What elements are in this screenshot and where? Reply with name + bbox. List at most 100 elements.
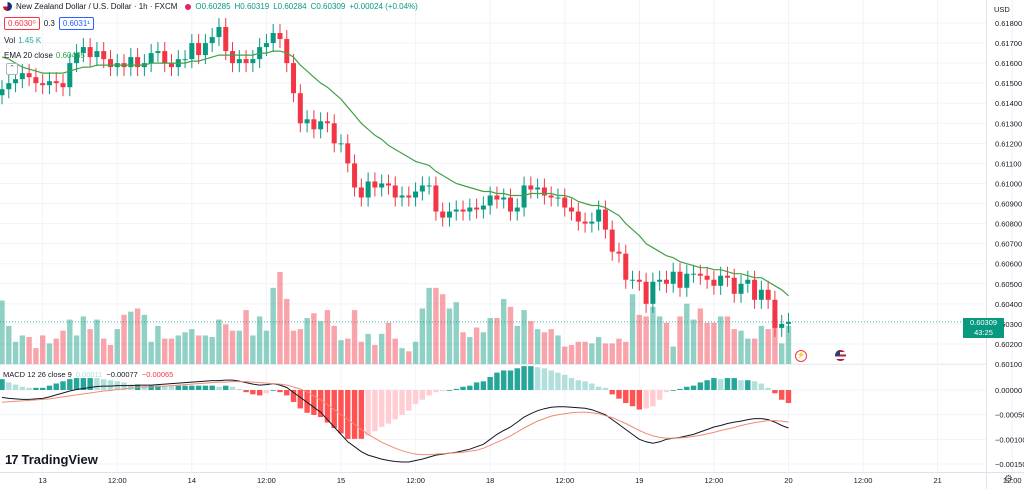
ema-legend[interactable]: EMA 20 close 0.60435 bbox=[4, 51, 85, 60]
candle-body bbox=[650, 281, 656, 304]
candle-body bbox=[582, 221, 588, 224]
volume-bar bbox=[738, 330, 744, 364]
candle-body bbox=[562, 197, 568, 208]
volume-bar bbox=[290, 330, 297, 364]
candle-body bbox=[555, 197, 561, 199]
volume-bar bbox=[643, 316, 649, 364]
volume-bar bbox=[277, 272, 283, 364]
time-tick-label: 21 bbox=[933, 476, 941, 485]
candle-body bbox=[501, 197, 507, 200]
volume-bar bbox=[26, 337, 32, 364]
volume-bar bbox=[12, 341, 19, 364]
volume-bar bbox=[406, 351, 412, 364]
macd-histogram-bar bbox=[772, 390, 778, 394]
candle-body bbox=[406, 195, 412, 198]
volume-bar bbox=[514, 325, 520, 364]
macd-legend[interactable]: MACD 12 26 close 9 0.00011 −0.00077 −0.0006… bbox=[3, 370, 173, 379]
volume-bar bbox=[155, 325, 161, 364]
candle-body bbox=[74, 53, 80, 64]
macd-histogram-bar bbox=[412, 390, 419, 405]
candle-body bbox=[236, 59, 242, 64]
volume-bar bbox=[216, 319, 222, 364]
macd-histogram-bar bbox=[331, 390, 337, 428]
gear-icon[interactable]: ⚙ bbox=[1004, 474, 1013, 485]
macd-histogram-bar bbox=[46, 385, 53, 390]
macd-histogram-bar bbox=[209, 385, 215, 390]
volume-bar bbox=[270, 287, 276, 364]
volume-bar bbox=[107, 344, 114, 364]
volume-bar bbox=[602, 343, 609, 364]
macd-histogram-bar bbox=[677, 388, 683, 390]
volume-bar bbox=[779, 343, 785, 364]
volume-bar bbox=[501, 298, 507, 364]
volume-bar bbox=[87, 329, 93, 364]
price-tick-label: 0.61100 bbox=[995, 159, 1022, 168]
candle-body bbox=[196, 43, 202, 56]
lightning-icon[interactable]: ⚡ bbox=[795, 350, 807, 362]
candle-body bbox=[413, 191, 419, 198]
volume-legend[interactable]: Vol 1.45 K bbox=[4, 36, 41, 45]
candle-body bbox=[338, 143, 344, 145]
candle-body bbox=[569, 207, 575, 212]
us-event-flag-icon[interactable] bbox=[835, 350, 846, 361]
volume-bar bbox=[372, 344, 378, 364]
candle-body bbox=[40, 83, 46, 86]
ohlc-high: H0.60319 bbox=[234, 2, 270, 11]
macd-histogram-bar bbox=[582, 381, 588, 390]
nzd-flag-icon bbox=[3, 2, 12, 11]
logo-text: TradingView bbox=[21, 452, 98, 467]
macd-histogram-bar bbox=[575, 380, 581, 390]
candle-body bbox=[230, 51, 236, 64]
macd-histogram-bar bbox=[365, 390, 371, 436]
macd-histogram-bar bbox=[650, 390, 656, 407]
volume-bar bbox=[365, 333, 371, 364]
time-tick-label: 12:00 bbox=[555, 476, 574, 485]
symbol-title[interactable]: New Zealand Dollar / U.S. Dollar · 1h · … bbox=[16, 2, 178, 11]
tradingview-logo[interactable]: 17 TradingView bbox=[5, 452, 98, 467]
volume-bar bbox=[53, 338, 59, 364]
candle-body bbox=[270, 33, 276, 44]
volume-bar bbox=[141, 314, 148, 364]
buy-button[interactable]: 0.6031¹ bbox=[58, 17, 94, 30]
sell-button[interactable]: 0.6030⁰ bbox=[4, 17, 40, 30]
price-tick-label: 0.60600 bbox=[995, 260, 1022, 269]
macd-histogram-bar bbox=[168, 385, 175, 390]
price-tick-label: 0.61600 bbox=[995, 59, 1022, 68]
volume-bar bbox=[494, 318, 500, 364]
volume-bar bbox=[412, 341, 419, 364]
candle-body bbox=[419, 185, 425, 192]
macd-histogram-bar bbox=[107, 380, 114, 390]
candle-body bbox=[684, 273, 690, 288]
candle-body bbox=[609, 229, 615, 252]
macd-histogram-bar bbox=[277, 390, 283, 393]
candle-body bbox=[575, 211, 581, 222]
macd-histogram-bar bbox=[80, 378, 87, 390]
currency-label[interactable]: USD bbox=[994, 5, 1010, 14]
volume-bar bbox=[745, 338, 751, 364]
volume-bar bbox=[623, 341, 629, 364]
candle-body bbox=[13, 79, 19, 84]
price-tick-label: 0.61000 bbox=[995, 179, 1022, 188]
candle-body bbox=[630, 279, 636, 281]
candle-body bbox=[758, 289, 764, 300]
volume-bar bbox=[121, 314, 127, 364]
volume-bar bbox=[168, 338, 175, 364]
ema-label: EMA 20 close bbox=[4, 51, 53, 60]
candle-body bbox=[324, 121, 330, 124]
candle-body bbox=[352, 163, 358, 188]
volume-bar bbox=[345, 338, 351, 364]
macd-histogram-bar bbox=[182, 385, 188, 390]
macd-histogram-bar bbox=[446, 390, 453, 391]
collapse-legend-icon[interactable]: ⌃ bbox=[6, 63, 18, 75]
market-status-icon[interactable] bbox=[185, 3, 192, 10]
volume-bar bbox=[521, 310, 527, 364]
volume-bar bbox=[419, 308, 426, 364]
candle-body bbox=[277, 33, 283, 40]
volume-bar bbox=[460, 332, 466, 364]
price-tick-label: 0.60900 bbox=[995, 200, 1022, 209]
volume-label: Vol bbox=[4, 36, 16, 45]
volume-bar bbox=[304, 318, 310, 364]
candle-body bbox=[399, 195, 405, 198]
volume-bar bbox=[433, 287, 439, 364]
